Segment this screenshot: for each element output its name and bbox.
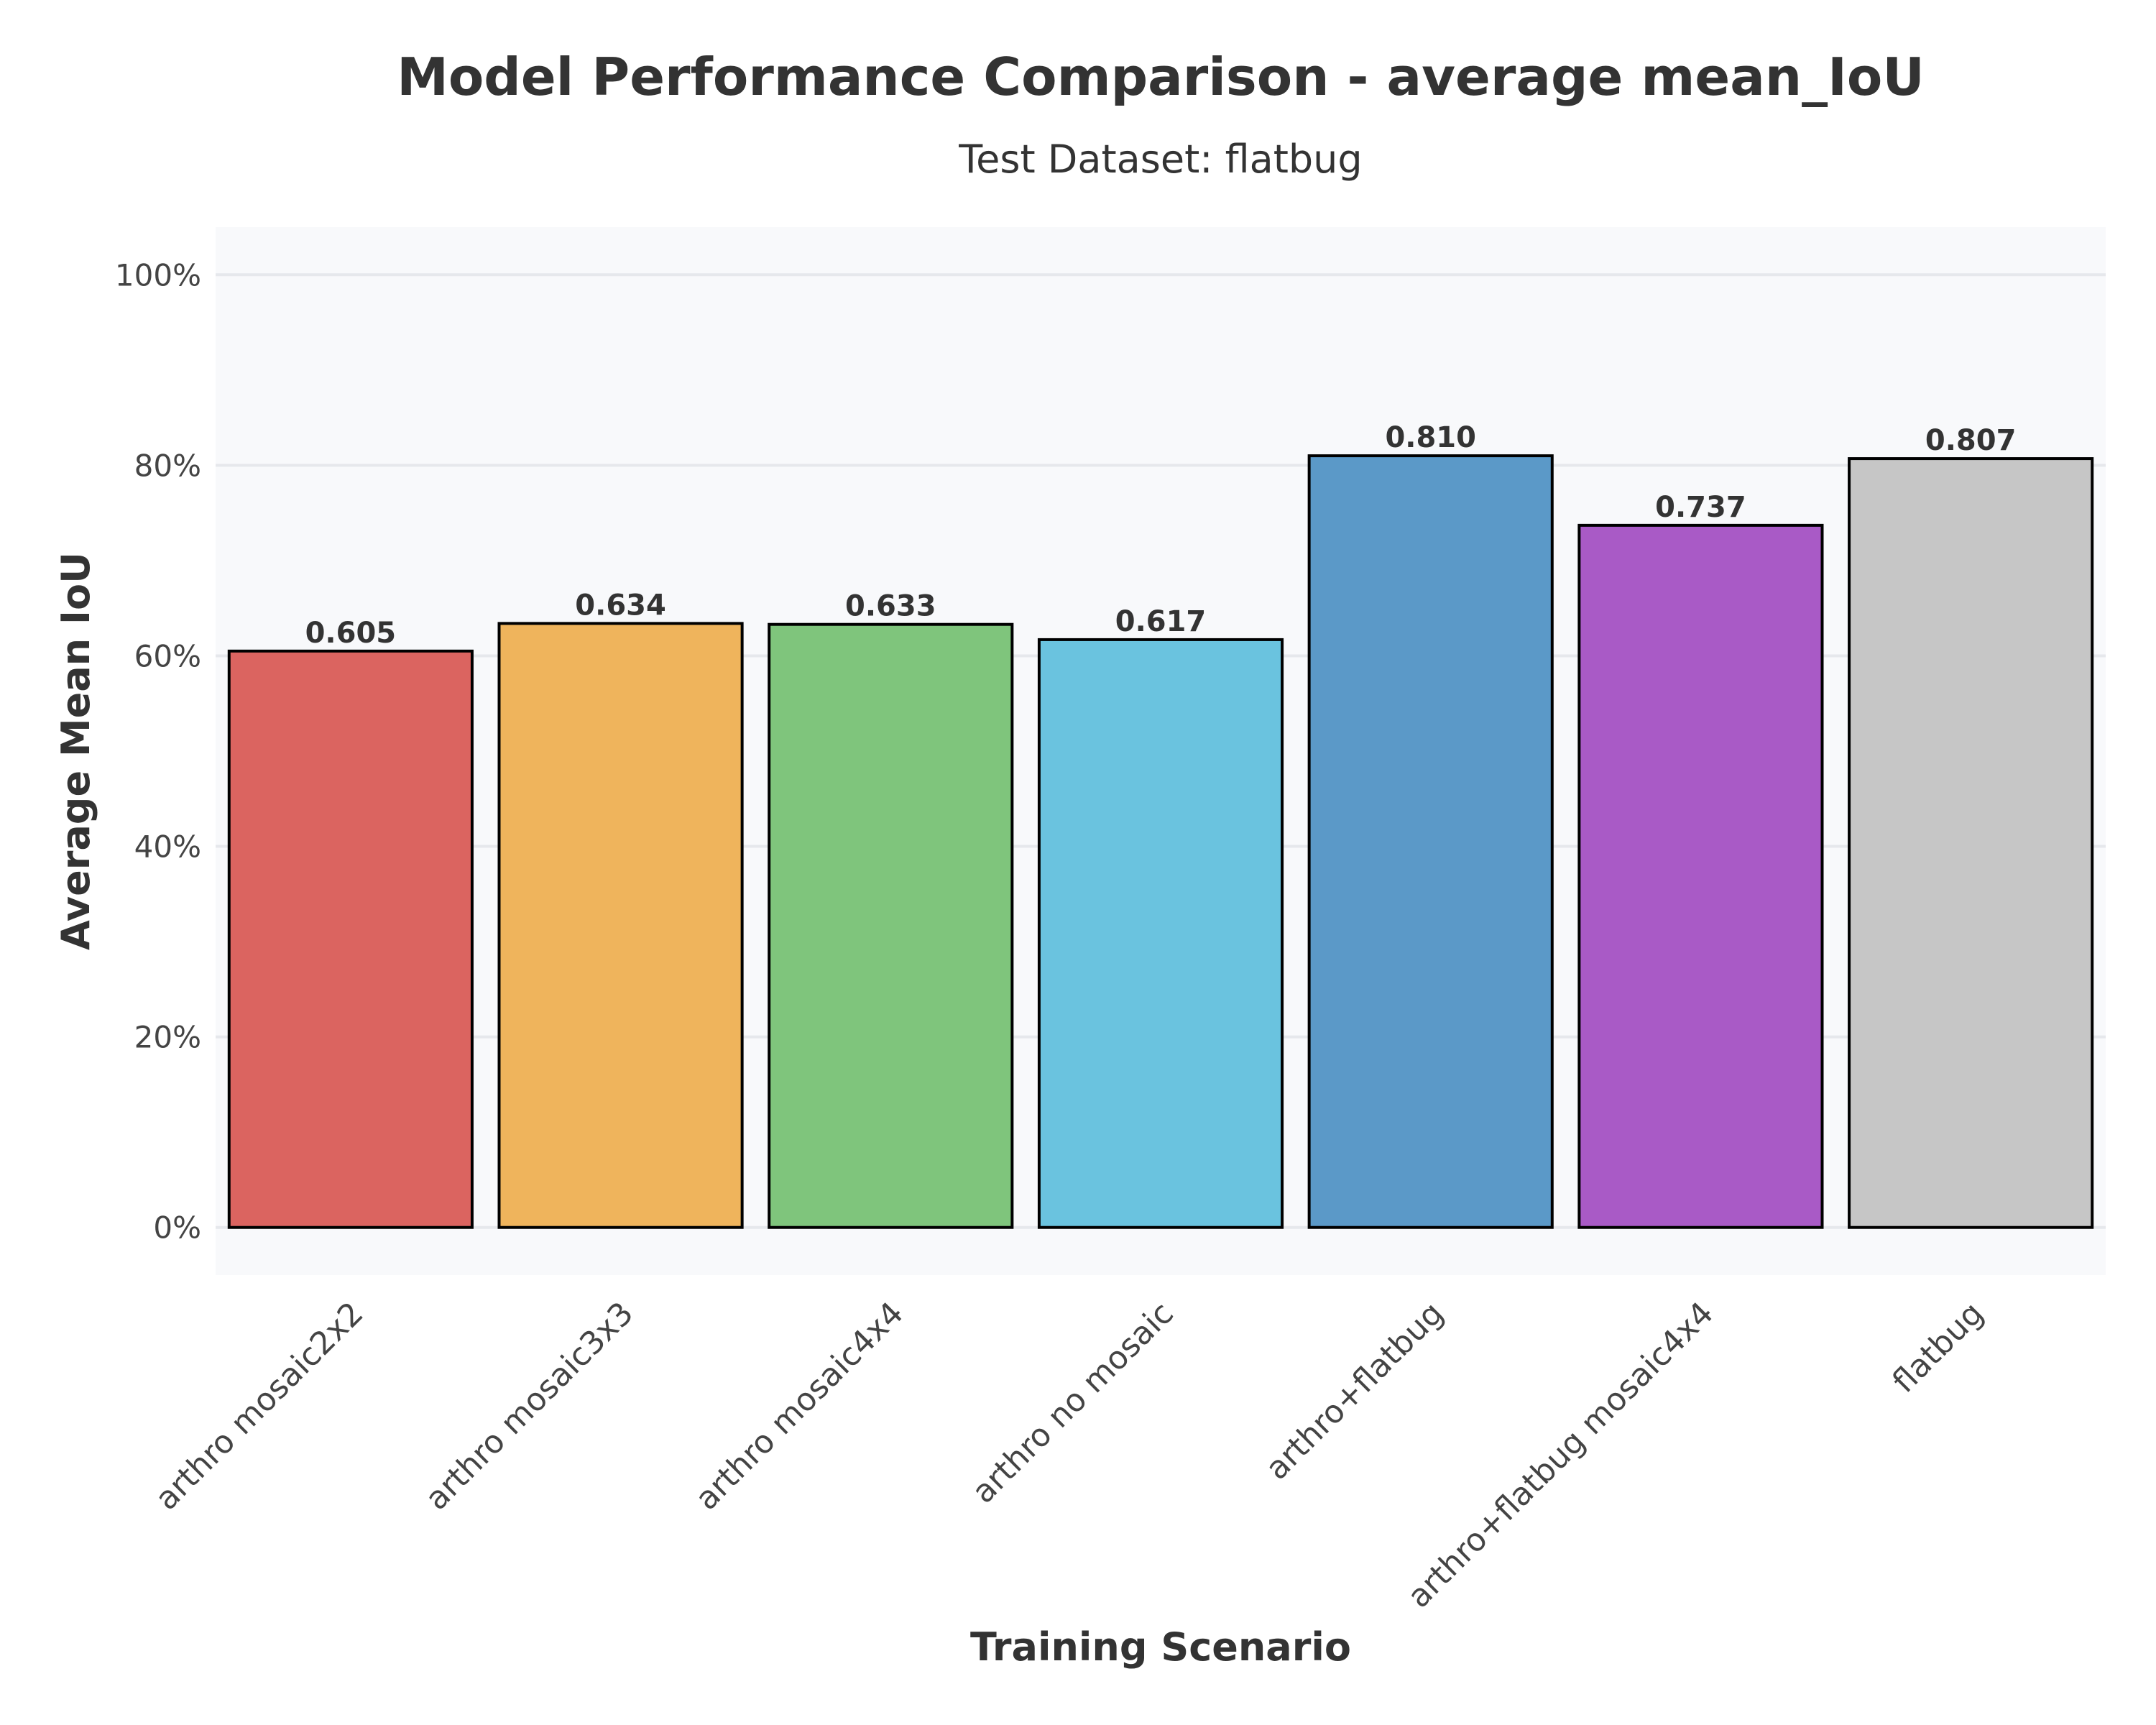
bar-value-label: 0.737 bbox=[1655, 491, 1746, 524]
bar bbox=[1577, 523, 1824, 1229]
bar bbox=[497, 622, 744, 1229]
y-tick-label: 100% bbox=[115, 257, 201, 293]
x-axis-title: Training Scenario bbox=[970, 1624, 1351, 1670]
x-axis-category-labels: arthro mosaic2x2 arthro mosaic3x3 arthro m… bbox=[148, 1295, 1991, 1615]
x-category-label: arthro mosaic2x2 bbox=[148, 1295, 370, 1517]
y-axis-title: Average Mean IoU bbox=[53, 552, 98, 950]
chart-subtitle: Test Dataset: flatbug bbox=[958, 137, 1362, 182]
bars bbox=[227, 454, 2094, 1229]
x-category-label: arthro+flatbug mosaic4x4 bbox=[1401, 1295, 1720, 1615]
x-category-label: arthro+flatbug bbox=[1258, 1295, 1450, 1487]
y-tick-label: 40% bbox=[134, 829, 201, 865]
bar bbox=[1307, 454, 1554, 1229]
bar-value-label: 0.634 bbox=[575, 589, 666, 622]
x-category-label: flatbug bbox=[1886, 1295, 1991, 1400]
bar bbox=[227, 649, 474, 1229]
x-category-label: arthro mosaic3x3 bbox=[418, 1295, 640, 1517]
bar-value-label: 0.605 bbox=[305, 617, 397, 650]
x-category-label: arthro mosaic4x4 bbox=[688, 1295, 911, 1517]
bar bbox=[768, 622, 1014, 1229]
y-tick-label: 0% bbox=[153, 1210, 201, 1246]
bar-value-label: 0.633 bbox=[845, 590, 936, 623]
bar bbox=[1037, 638, 1284, 1229]
bar bbox=[1848, 457, 2094, 1229]
y-tick-label: 60% bbox=[134, 638, 201, 673]
x-category-label: arthro no mosaic bbox=[965, 1295, 1181, 1511]
bar-value-labels: 0.605 0.634 0.633 0.617 0.810 0.737 0.807 bbox=[305, 421, 2017, 650]
bar-value-label: 0.807 bbox=[1925, 424, 2017, 457]
bar-value-label: 0.617 bbox=[1115, 605, 1207, 638]
y-tick-label: 80% bbox=[134, 448, 201, 483]
bar-value-label: 0.810 bbox=[1385, 421, 1476, 454]
chart-title: Model Performance Comparison - average m… bbox=[397, 47, 1925, 107]
y-tick-label: 20% bbox=[134, 1020, 201, 1055]
y-axis-ticks: 0% 20% 40% 60% 80% 100% bbox=[115, 257, 201, 1245]
